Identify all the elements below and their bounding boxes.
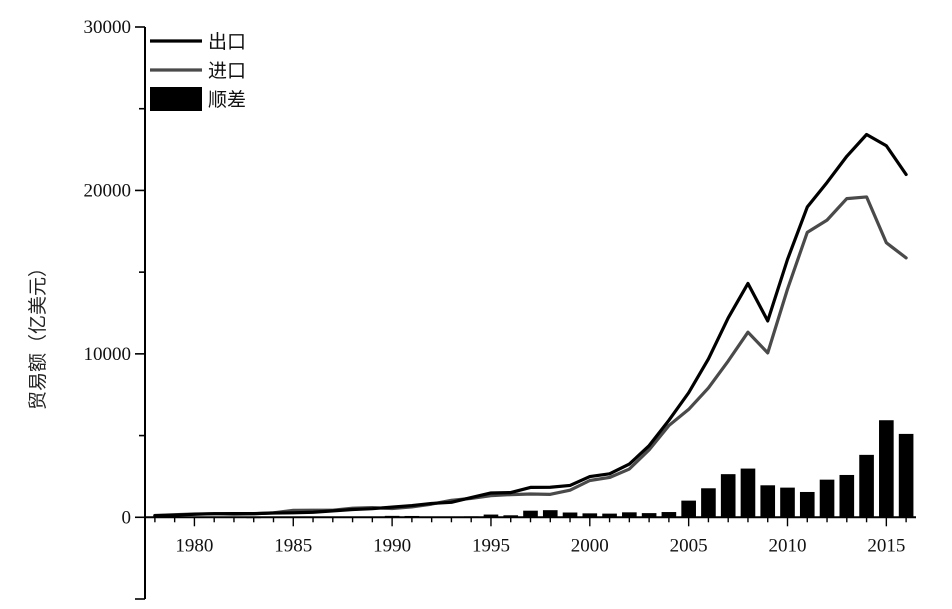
export-line	[153, 132, 908, 518]
surplus-bar	[602, 513, 617, 518]
surplus-bar	[701, 488, 716, 518]
y-tick-label: 10000	[84, 344, 132, 365]
surplus-bar	[641, 513, 657, 518]
surplus-bar	[898, 433, 914, 518]
surplus-bar	[483, 514, 499, 518]
legend-label: 顺差	[208, 89, 246, 111]
legend-swatch	[150, 87, 202, 111]
surplus-bar	[799, 491, 815, 518]
axes-layer: 0 10000 20000 30000 1980 1985 1990 1995 2000 2005…	[84, 17, 916, 600]
surplus-bar	[740, 468, 756, 518]
x-tick-label: 2010	[769, 535, 807, 556]
surplus-bar	[523, 510, 538, 518]
x-tick-label: 2015	[867, 535, 905, 556]
surplus-bar	[760, 485, 776, 518]
legend-label: 进口	[208, 60, 246, 82]
x-tick-label: 2000	[571, 535, 609, 556]
surplus-bar	[582, 513, 598, 518]
surplus-bar	[839, 474, 855, 518]
y-tick-label: 30000	[84, 17, 132, 38]
surplus-bar	[542, 510, 558, 518]
x-tick-label: 1990	[373, 535, 411, 556]
surplus-bar	[720, 474, 736, 518]
lines-layer	[153, 132, 908, 518]
y-axis-title: 贸易额（亿美元）	[27, 258, 49, 410]
surplus-bar	[681, 500, 696, 518]
y-tick-label: 0	[122, 507, 132, 528]
bars-layer	[226, 420, 914, 519]
surplus-bar	[622, 512, 637, 518]
x-tick-label: 1985	[274, 535, 312, 556]
surplus-bar	[879, 420, 894, 518]
surplus-bar	[661, 512, 677, 518]
surplus-bar	[503, 515, 519, 518]
surplus-bar	[859, 454, 874, 518]
surplus-bar	[562, 512, 578, 518]
legend-label: 出口	[208, 31, 246, 53]
y-tick-label: 20000	[84, 180, 132, 201]
surplus-bar	[819, 479, 835, 518]
surplus-bar	[780, 487, 795, 518]
x-tick-label: 1995	[472, 535, 510, 556]
x-tick-label: 2005	[670, 535, 708, 556]
x-tick-label: 1980	[175, 535, 213, 556]
